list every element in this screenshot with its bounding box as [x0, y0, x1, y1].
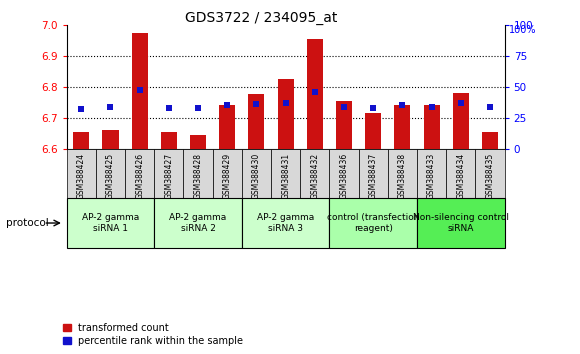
Text: GSM388435: GSM388435 — [485, 153, 495, 199]
Bar — [358, 149, 388, 198]
Point — [164, 105, 173, 111]
Bar — [67, 198, 154, 248]
Text: GSM388428: GSM388428 — [194, 153, 202, 199]
Point — [427, 104, 436, 109]
Bar — [242, 198, 329, 248]
Bar — [417, 149, 446, 198]
Point — [223, 103, 232, 108]
Point — [339, 104, 349, 109]
Text: GSM388432: GSM388432 — [310, 153, 320, 199]
Text: GSM388426: GSM388426 — [135, 153, 144, 199]
Bar — [183, 149, 213, 198]
Bar — [453, 93, 469, 149]
Bar — [307, 39, 323, 149]
Point — [398, 103, 407, 108]
Point — [485, 104, 495, 109]
Text: GDS3722 / 234095_at: GDS3722 / 234095_at — [185, 11, 337, 25]
Point — [456, 100, 466, 106]
Bar — [446, 149, 476, 198]
Point — [310, 89, 320, 95]
Bar — [190, 135, 206, 149]
Bar — [278, 79, 293, 149]
Bar — [242, 149, 271, 198]
Point — [193, 105, 203, 111]
Bar — [219, 105, 235, 149]
Bar — [271, 149, 300, 198]
Text: GSM388427: GSM388427 — [164, 153, 173, 199]
Bar — [248, 95, 264, 149]
Text: AP-2 gamma
siRNA 1: AP-2 gamma siRNA 1 — [82, 213, 139, 233]
Bar — [482, 132, 498, 149]
Point — [252, 101, 261, 107]
Text: AP-2 gamma
siRNA 2: AP-2 gamma siRNA 2 — [169, 213, 227, 233]
Bar — [125, 149, 154, 198]
Text: GSM388437: GSM388437 — [369, 153, 378, 199]
Text: 100%: 100% — [509, 25, 536, 35]
Legend: transformed count, percentile rank within the sample: transformed count, percentile rank withi… — [63, 323, 244, 346]
Text: control (transfection
reagent): control (transfection reagent) — [327, 213, 419, 233]
Text: GSM388430: GSM388430 — [252, 153, 261, 199]
Bar — [417, 198, 505, 248]
Bar — [154, 149, 183, 198]
Bar — [96, 149, 125, 198]
Text: GSM388424: GSM388424 — [77, 153, 86, 199]
Bar — [329, 198, 417, 248]
Bar — [300, 149, 329, 198]
Point — [135, 88, 144, 93]
Text: GSM388431: GSM388431 — [281, 153, 290, 199]
Bar — [161, 132, 177, 149]
Point — [106, 104, 115, 109]
Bar — [388, 149, 417, 198]
Bar — [132, 33, 148, 149]
Text: AP-2 gamma
siRNA 3: AP-2 gamma siRNA 3 — [257, 213, 314, 233]
Text: GSM388425: GSM388425 — [106, 153, 115, 199]
Bar — [213, 149, 242, 198]
Point — [281, 100, 291, 106]
Bar — [103, 130, 118, 149]
Bar — [336, 101, 352, 149]
Bar — [67, 149, 96, 198]
Bar — [73, 132, 89, 149]
Text: GSM388438: GSM388438 — [398, 153, 407, 199]
Text: GSM388433: GSM388433 — [427, 153, 436, 199]
Bar — [423, 105, 440, 149]
Text: GSM388434: GSM388434 — [456, 153, 465, 199]
Bar — [154, 198, 242, 248]
Text: Non-silencing control
siRNA: Non-silencing control siRNA — [413, 213, 509, 233]
Bar — [476, 149, 505, 198]
Point — [369, 105, 378, 111]
Bar — [394, 105, 411, 149]
Text: protocol: protocol — [6, 218, 49, 228]
Text: GSM388436: GSM388436 — [339, 153, 349, 199]
Bar — [365, 113, 381, 149]
Text: GSM388429: GSM388429 — [223, 153, 232, 199]
Bar — [329, 149, 358, 198]
Point — [77, 106, 86, 112]
